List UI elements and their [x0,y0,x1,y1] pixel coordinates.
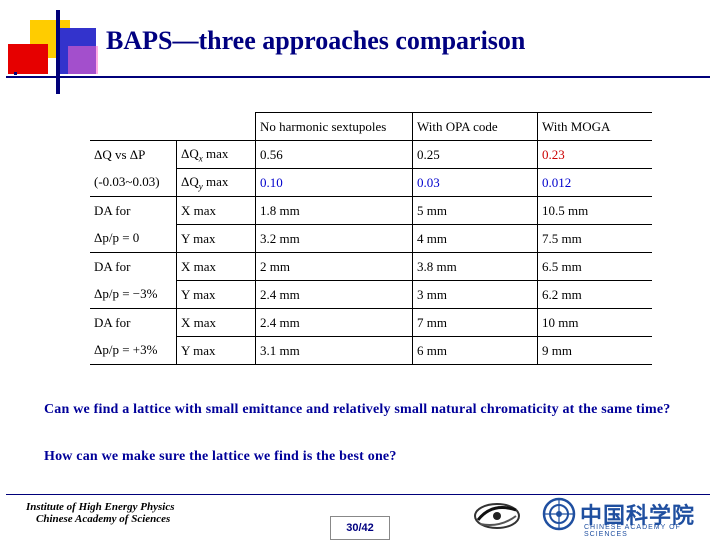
table-cell: 2.4 mm [255,308,413,337]
header-opa: With OPA code [412,112,538,141]
table-cell: 3 mm [412,280,538,309]
table-cell: 3.1 mm [255,336,413,365]
group-label-line1: DA for [90,196,177,225]
plane-label: X max [176,308,256,337]
table-cell: 2 mm [255,252,413,281]
q-label-line1: ΔQ vs ΔP [90,140,177,169]
qy-label: ΔQy max [176,168,256,197]
slide-title: BAPS—three approaches comparison [106,26,526,55]
table-row: Δp/p = +3% Y max 3.1 mm 6 mm 9 mm [90,336,652,365]
institute-name: Institute of High Energy Physics Chinese… [26,501,175,525]
table-cell: 6.5 mm [537,252,652,281]
table-cell: 9 mm [537,336,652,365]
group-label-line2: Δp/p = −3% [90,280,177,309]
plane-label: Y max [176,336,256,365]
qx-label: ΔQx max [176,140,256,169]
plane-label: Y max [176,280,256,309]
table-row: Δp/p = 0 Y max 3.2 mm 4 mm 7.5 mm [90,224,652,253]
table-row: Δp/p = −3% Y max 2.4 mm 3 mm 6.2 mm [90,280,652,309]
table-cell: 6.2 mm [537,280,652,309]
comparison-table: No harmonic sextupoles With OPA code Wit… [90,112,652,365]
cas-emblem-icon [542,497,576,531]
table-cell: 0.10 [255,168,413,197]
table-header-row: No harmonic sextupoles With OPA code Wit… [90,112,652,141]
decor-vertical-line [56,10,60,94]
page-number: 30/42 [330,516,390,540]
decor-dot [14,72,17,75]
footer-line [6,494,710,495]
table-cell: 10 mm [537,308,652,337]
table-row: ΔQ vs ΔP ΔQx max 0.56 0.25 0.23 [90,140,652,169]
plane-label: X max [176,252,256,281]
table-cell: 7 mm [412,308,538,337]
question-best-lattice: How can we make sure the lattice we find… [44,449,397,464]
table-row: (-0.03~0.03) ΔQy max 0.10 0.03 0.012 [90,168,652,197]
header-moga: With MOGA [537,112,652,141]
institute-line2: Chinese Academy of Sciences [36,513,171,525]
table-cell: 0.56 [255,140,413,169]
table-cell: 3.2 mm [255,224,413,253]
decor-horizontal-line [6,76,710,78]
plane-label: X max [176,196,256,225]
decor-red-square [8,44,48,74]
q-label-line2: (-0.03~0.03) [90,168,177,197]
table-cell: 2.4 mm [255,280,413,309]
group-label-line2: Δp/p = 0 [90,224,177,253]
ihep-swirl-logo-icon [474,503,520,529]
table-row: DA for X max 2.4 mm 7 mm 10 mm [90,308,652,337]
table-cell: 0.25 [412,140,538,169]
group-label-line2: Δp/p = +3% [90,336,177,365]
table-cell: 0.03 [412,168,538,197]
table-cell: 4 mm [412,224,538,253]
institute-line1: Institute of High Energy Physics [26,501,175,513]
table-cell: 6 mm [412,336,538,365]
table-cell: 7.5 mm [537,224,652,253]
table-cell: 1.8 mm [255,196,413,225]
table-cell: 0.012 [537,168,652,197]
table-row: DA for X max 2 mm 3.8 mm 6.5 mm [90,252,652,281]
plane-label: Y max [176,224,256,253]
table-cell: 3.8 mm [412,252,538,281]
header-no-harmonic: No harmonic sextupoles [255,112,413,141]
question-lattice: Can we find a lattice with small emittan… [44,402,671,417]
cas-chinese-name: 中国科学院 [580,504,696,529]
table-cell: 0.23 [537,140,652,169]
decor-pink-square [68,46,98,74]
table-row: DA for X max 1.8 mm 5 mm 10.5 mm [90,196,652,225]
group-label-line1: DA for [90,308,177,337]
group-label-line1: DA for [90,252,177,281]
table-cell: 10.5 mm [537,196,652,225]
cas-english-name: CHINESE ACADEMY OF SCIENCES [584,524,681,538]
table-cell: 5 mm [412,196,538,225]
